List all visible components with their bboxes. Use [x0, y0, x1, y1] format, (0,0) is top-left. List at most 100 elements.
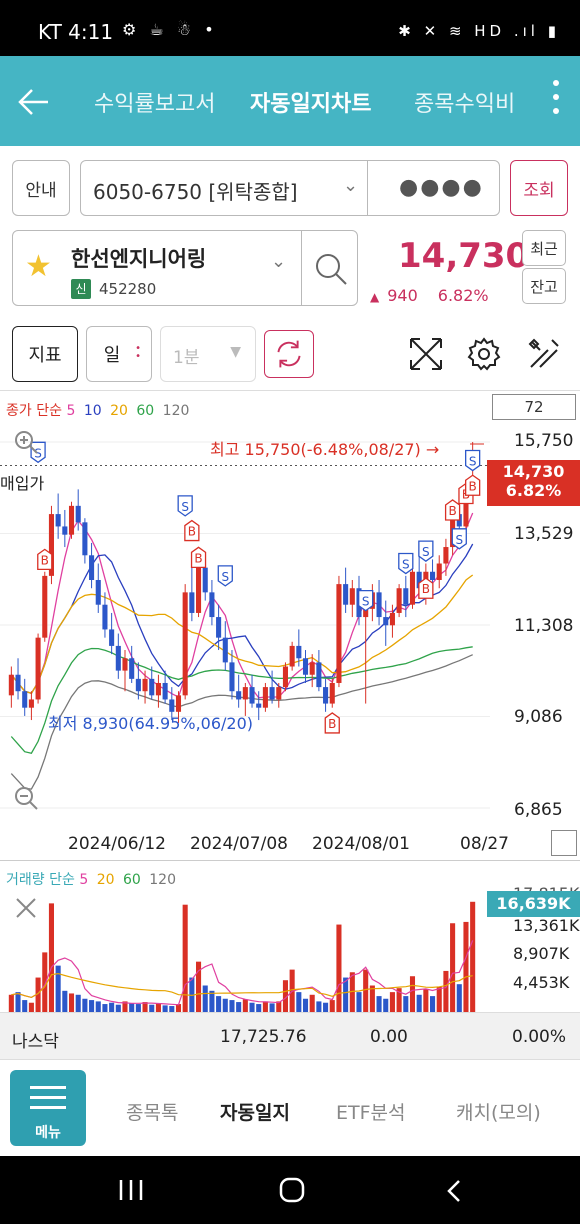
sell-marker: S: [177, 495, 193, 517]
svg-text:S: S: [402, 558, 410, 572]
volume-chart[interactable]: [0, 890, 490, 1012]
tools-icon[interactable]: [526, 336, 562, 372]
close-icon[interactable]: [14, 896, 38, 920]
dots-vertical-icon: • •: [135, 343, 141, 362]
volume-bar: [369, 985, 375, 1012]
ma-20-line: [10, 574, 474, 695]
volume-bar: [22, 1000, 28, 1012]
index-value: 17,725.76: [220, 1027, 307, 1047]
tab-catch-mock[interactable]: 캐치(모의): [456, 1102, 541, 1124]
index-name: 나스닥: [12, 1032, 59, 1052]
recent-apps-icon[interactable]: [118, 1178, 144, 1202]
search-icon[interactable]: [313, 251, 349, 287]
expand-icon[interactable]: [408, 336, 444, 372]
zoom-out-icon[interactable]: [12, 784, 40, 812]
volume-bar: [356, 992, 362, 1012]
candle-body: [15, 674, 21, 692]
minute-label: 1분: [173, 348, 200, 368]
volume-bar: [383, 998, 389, 1012]
volume-bar: [389, 992, 395, 1012]
volume-ma-20-line: [11, 972, 473, 999]
indicator-button[interactable]: 지표: [12, 326, 78, 382]
volume-legend-ma-120: 120: [149, 872, 176, 888]
buy-marker: B: [184, 519, 200, 542]
volume-bar: [309, 994, 315, 1012]
svg-text:B: B: [188, 525, 196, 539]
volume-bar: [329, 1000, 335, 1012]
volume-bar: [396, 988, 402, 1012]
volume-bar: [109, 1002, 115, 1012]
volume-bar: [149, 1004, 155, 1012]
account-number: 6050-6750 [위탁종합]: [93, 180, 298, 204]
volume-bar: [189, 977, 195, 1012]
volume-legend: 거래량 단순 5 20 60 120: [6, 869, 180, 889]
volume-bar: [169, 1006, 175, 1012]
buy-marker: B: [418, 577, 434, 599]
candle-body: [443, 547, 449, 564]
password-field[interactable]: ●●●●: [399, 175, 484, 200]
candle-body: [403, 588, 409, 605]
home-icon[interactable]: [278, 1176, 306, 1204]
candle-body: [102, 604, 108, 630]
back-icon[interactable]: [444, 1178, 464, 1204]
ma-60-line: [10, 646, 473, 754]
candle-body: [89, 555, 95, 580]
candle-body: [55, 514, 61, 527]
candle-body: [242, 687, 248, 700]
minute-select[interactable]: 1분 ▼: [160, 326, 256, 382]
volume-bar: [155, 1003, 161, 1012]
candle-body: [316, 662, 322, 688]
legend-ma-60: 60: [136, 403, 155, 419]
volume-bar: [450, 923, 456, 1012]
back-arrow-icon[interactable]: [14, 82, 54, 122]
volume-bar: [376, 996, 382, 1012]
volume-bar: [470, 901, 476, 1012]
settings-gear-icon[interactable]: [466, 336, 502, 372]
legend-ma-120: 120: [162, 403, 190, 419]
candle-body: [436, 563, 442, 580]
guide-button[interactable]: 안내: [12, 160, 70, 216]
tab-auto-journal-chart[interactable]: 자동일지차트: [250, 92, 372, 117]
favorite-star-icon[interactable]: ★: [25, 249, 52, 284]
candle-body: [142, 678, 148, 692]
volume-bar: [102, 1004, 108, 1012]
volume-bar: [95, 1001, 101, 1012]
refresh-icon[interactable]: [264, 330, 314, 378]
tab-auto-journal[interactable]: 자동일지: [220, 1102, 290, 1124]
tab-stock-return[interactable]: 종목수익비: [414, 92, 516, 117]
candle-body: [115, 645, 121, 671]
query-button[interactable]: 조회: [510, 160, 568, 216]
buy-marker: B: [190, 546, 207, 568]
volume-bar: [416, 994, 422, 1012]
volume-legend-ma-60: 60: [122, 872, 141, 888]
balance-button[interactable]: 잔고: [522, 268, 566, 304]
volume-bar: [28, 1002, 34, 1012]
tab-etf-analysis[interactable]: ETF분석: [336, 1102, 406, 1124]
x-tick-label: 2024/07/08: [190, 834, 288, 854]
tab-return-report[interactable]: 수익률보고서: [94, 92, 216, 117]
price-chart[interactable]: SBSBBSBSSBSBSBSB: [0, 420, 490, 826]
period-button[interactable]: 일 • •: [86, 326, 152, 382]
date-settings-box[interactable]: [551, 830, 577, 856]
ma-10-line: [10, 543, 474, 695]
candle-body: [62, 526, 68, 535]
candle-body: [222, 637, 228, 663]
zoom-in-icon[interactable]: [12, 428, 40, 456]
volume-legend-title: 거래량 단순: [6, 872, 75, 888]
svg-text:B: B: [469, 479, 477, 493]
period-count-box[interactable]: 72: [492, 394, 576, 420]
account-selector[interactable]: 6050-6750 [위탁종합] ⌄ ●●●●: [80, 160, 500, 216]
svg-text:S: S: [469, 455, 477, 469]
buy-price-label: 매입가: [0, 474, 45, 493]
volume-bar: [256, 1004, 262, 1012]
stock-selector[interactable]: ★ 한선엔지니어링 ⌄ 신 452280: [12, 230, 358, 306]
sell-marker: S: [418, 540, 434, 562]
tab-stock-talk[interactable]: 종목톡: [126, 1102, 179, 1124]
current-price-value: 14,730: [502, 462, 565, 481]
menu-button[interactable]: 메뉴: [10, 1070, 86, 1146]
candle-body: [28, 699, 34, 708]
candle-body: [236, 691, 242, 700]
recent-button[interactable]: 최근: [522, 230, 566, 266]
more-menu-icon[interactable]: [550, 80, 562, 124]
index-ticker[interactable]: 나스닥 17,725.76 0.00 0.00%: [0, 1012, 580, 1060]
